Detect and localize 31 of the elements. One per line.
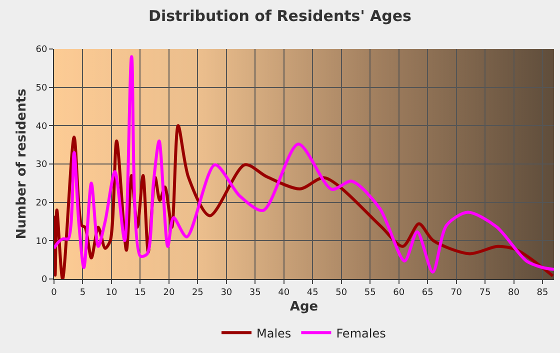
x-tick-label: 60 [393, 288, 405, 298]
x-tick-label: 50 [336, 288, 348, 298]
x-tick-label: 35 [249, 288, 261, 298]
y-tick-label: 40 [36, 122, 48, 132]
y-tick-label: 10 [36, 236, 48, 247]
x-tick-label: 0 [51, 288, 58, 298]
x-tick-label: 30 [220, 288, 232, 298]
y-axis-title: Number of residents [14, 88, 30, 240]
x-tick-label: 45 [306, 288, 318, 298]
line-series [54, 55, 554, 274]
x-tick-label: 10 [106, 288, 118, 298]
x-axis-title: Age [290, 299, 318, 314]
x-tick-label: 15 [134, 288, 146, 298]
y-tick-label: 0 [41, 275, 48, 286]
x-tick-label: 20 [163, 288, 175, 298]
y-tick-label: 30 [36, 160, 48, 170]
x-tick-label: 25 [192, 288, 204, 298]
legend-label: Females [336, 326, 386, 340]
x-tick-label: 5 [80, 288, 86, 298]
x-tick-label: 70 [450, 288, 462, 298]
legend-label: Males [256, 326, 292, 340]
chart-title: Distribution of Residents' Ages [148, 7, 412, 26]
y-tick-label: 60 [36, 45, 48, 56]
x-tick-label: 80 [508, 288, 520, 298]
x-tick-label: 85 [536, 288, 548, 298]
x-tick-label: 75 [479, 288, 491, 298]
x-tick-label: 40 [278, 288, 290, 298]
y-tick-label: 20 [36, 198, 48, 208]
x-tick-label: 65 [422, 288, 434, 298]
y-tick-label: 50 [36, 83, 48, 94]
x-tick-label: 55 [364, 288, 376, 298]
